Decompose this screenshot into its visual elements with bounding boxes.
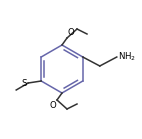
Text: S: S	[22, 79, 27, 87]
Text: O: O	[67, 28, 74, 37]
Text: O: O	[50, 101, 57, 110]
Text: NH$_2$: NH$_2$	[118, 51, 136, 63]
